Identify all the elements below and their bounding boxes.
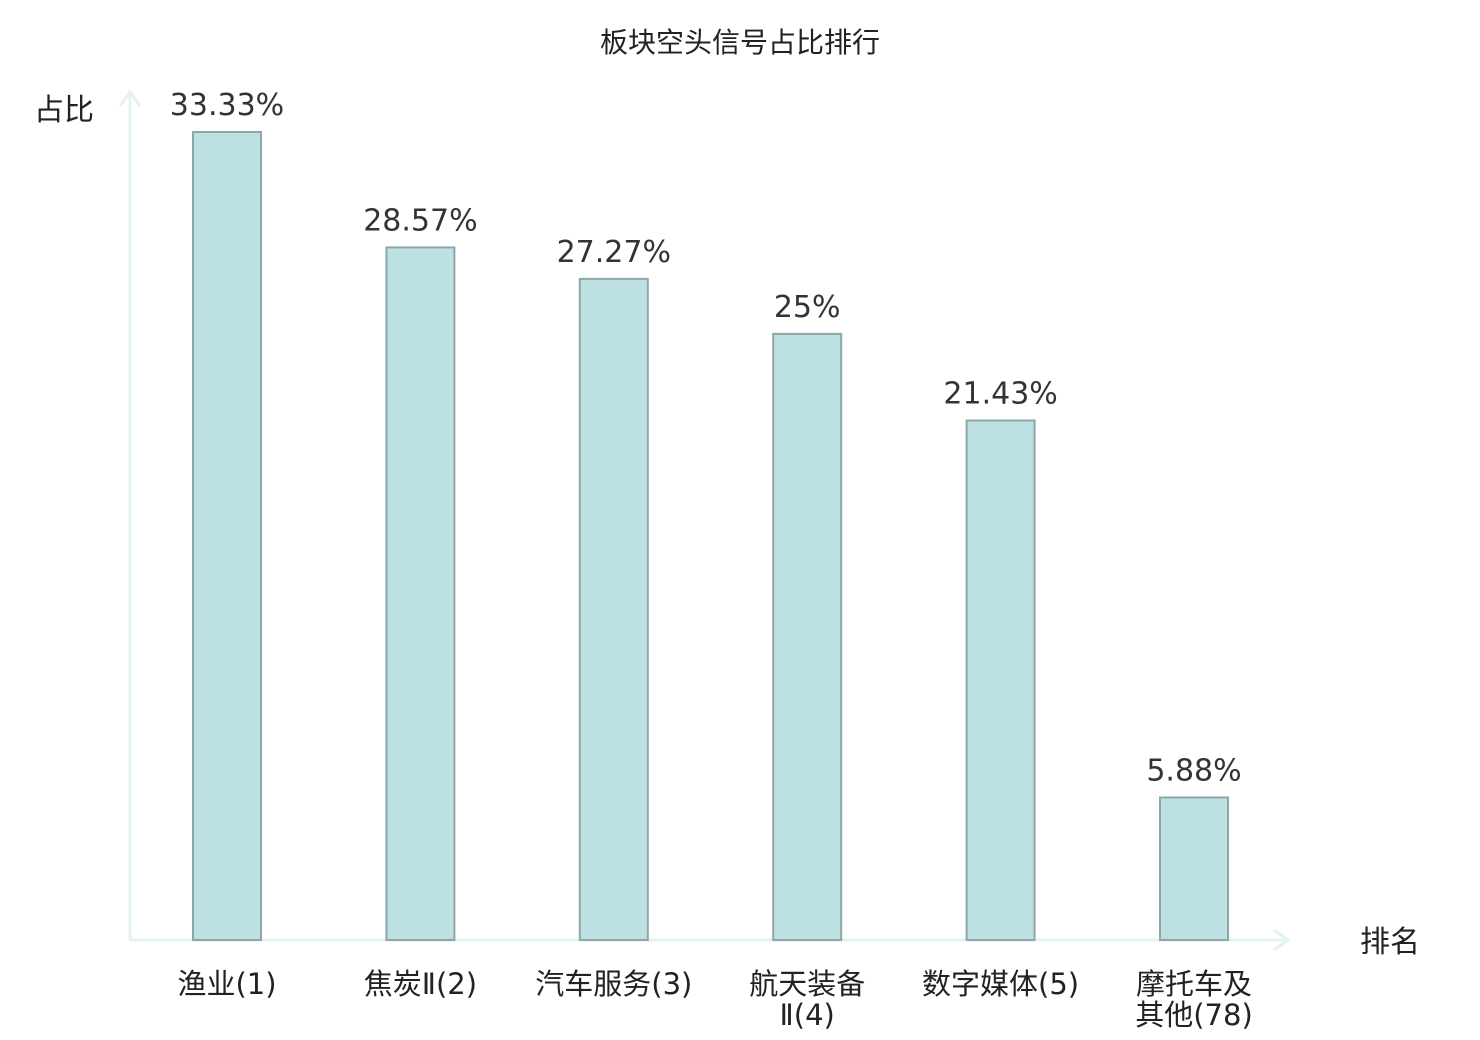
x-axis-line [130, 928, 1291, 952]
bar-2 [385, 246, 456, 941]
bar-1 [192, 131, 262, 941]
category-label-4-line-2: Ⅱ(4) [780, 998, 835, 1032]
y-axis-line [118, 89, 142, 940]
value-label-3: 27.27% [557, 235, 671, 270]
value-labels-group: 33.33% 28.57% 27.27% 25% 21.43% 5.88% [170, 88, 1242, 789]
category-label-4-line-1: 航天装备 [749, 967, 865, 1001]
bar-5 [965, 419, 1036, 941]
category-label-6-line-2: 其他(78) [1135, 998, 1253, 1032]
value-label-5: 21.43% [943, 377, 1057, 412]
bar-6 [1159, 796, 1229, 941]
category-label-3: 汽车服务(3) [535, 967, 692, 1001]
x-axis-label: 排名 [1360, 925, 1420, 960]
category-label-6-line-1: 摩托车及 [1136, 967, 1252, 1001]
chart-title: 板块空头信号占比排行 [600, 26, 880, 59]
bar-3 [578, 277, 649, 941]
category-label-1: 渔业(1) [177, 967, 276, 1001]
category-label-2: 焦炭Ⅱ(2) [364, 967, 477, 1001]
y-axis-label: 占比 [34, 93, 94, 128]
value-label-1: 33.33% [170, 88, 284, 123]
bar-4 [772, 332, 843, 941]
bars-group [192, 131, 1229, 941]
category-label-5: 数字媒体(5) [922, 967, 1079, 1001]
value-label-2: 28.57% [363, 203, 477, 238]
value-label-4: 25% [774, 290, 841, 325]
value-label-6: 5.88% [1146, 754, 1241, 789]
